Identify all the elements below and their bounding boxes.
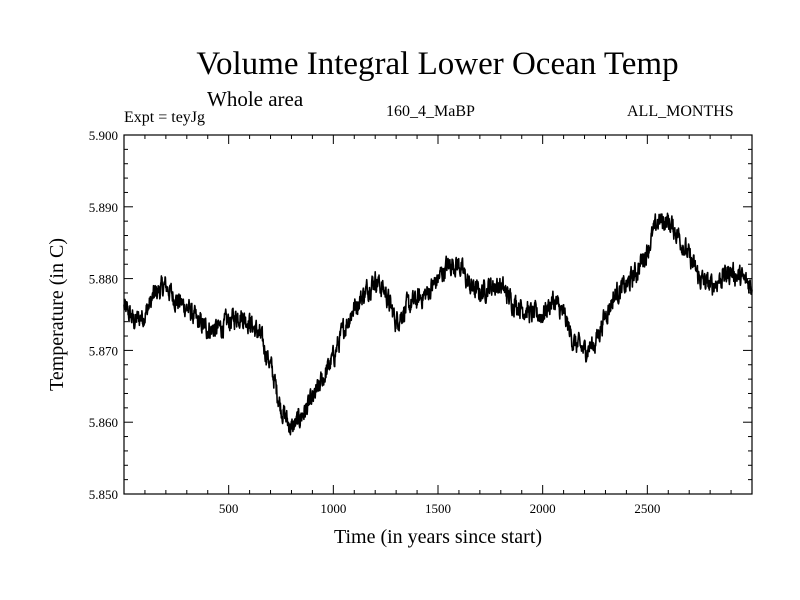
y-tick-label: 5.860 [89, 415, 118, 430]
tick-marks [124, 134, 752, 495]
y-tick-label: 5.870 [89, 343, 118, 358]
chart-title: Volume Integral Lower Ocean Temp [196, 46, 679, 82]
x-axis-label: Time (in years since start) [334, 526, 542, 548]
y-tick-label: 5.850 [89, 487, 118, 502]
chart-subtitle: Whole area [207, 87, 304, 111]
y-axis-label: Temperature (in C) [46, 238, 68, 391]
x-tick-label: 2500 [634, 501, 660, 516]
x-tick-label: 1500 [425, 501, 451, 516]
x-tick-label: 1000 [320, 501, 346, 516]
plot-frame [123, 134, 753, 495]
run-name-label: 160_4_MaBP [386, 103, 475, 120]
x-tick-label: 500 [219, 501, 239, 516]
experiment-label: Expt = teyJg [124, 109, 206, 126]
tick-labels: 500 1000 1500 2000 2500 5.850 5.860 5.870 5.880 5… [89, 128, 661, 516]
y-tick-label: 5.890 [89, 200, 118, 215]
y-tick-label: 5.900 [89, 128, 118, 143]
series-line [123, 212, 753, 436]
y-tick-label: 5.880 [89, 272, 118, 287]
months-label: ALL_MONTHS [627, 103, 734, 120]
x-tick-label: 2000 [530, 501, 556, 516]
